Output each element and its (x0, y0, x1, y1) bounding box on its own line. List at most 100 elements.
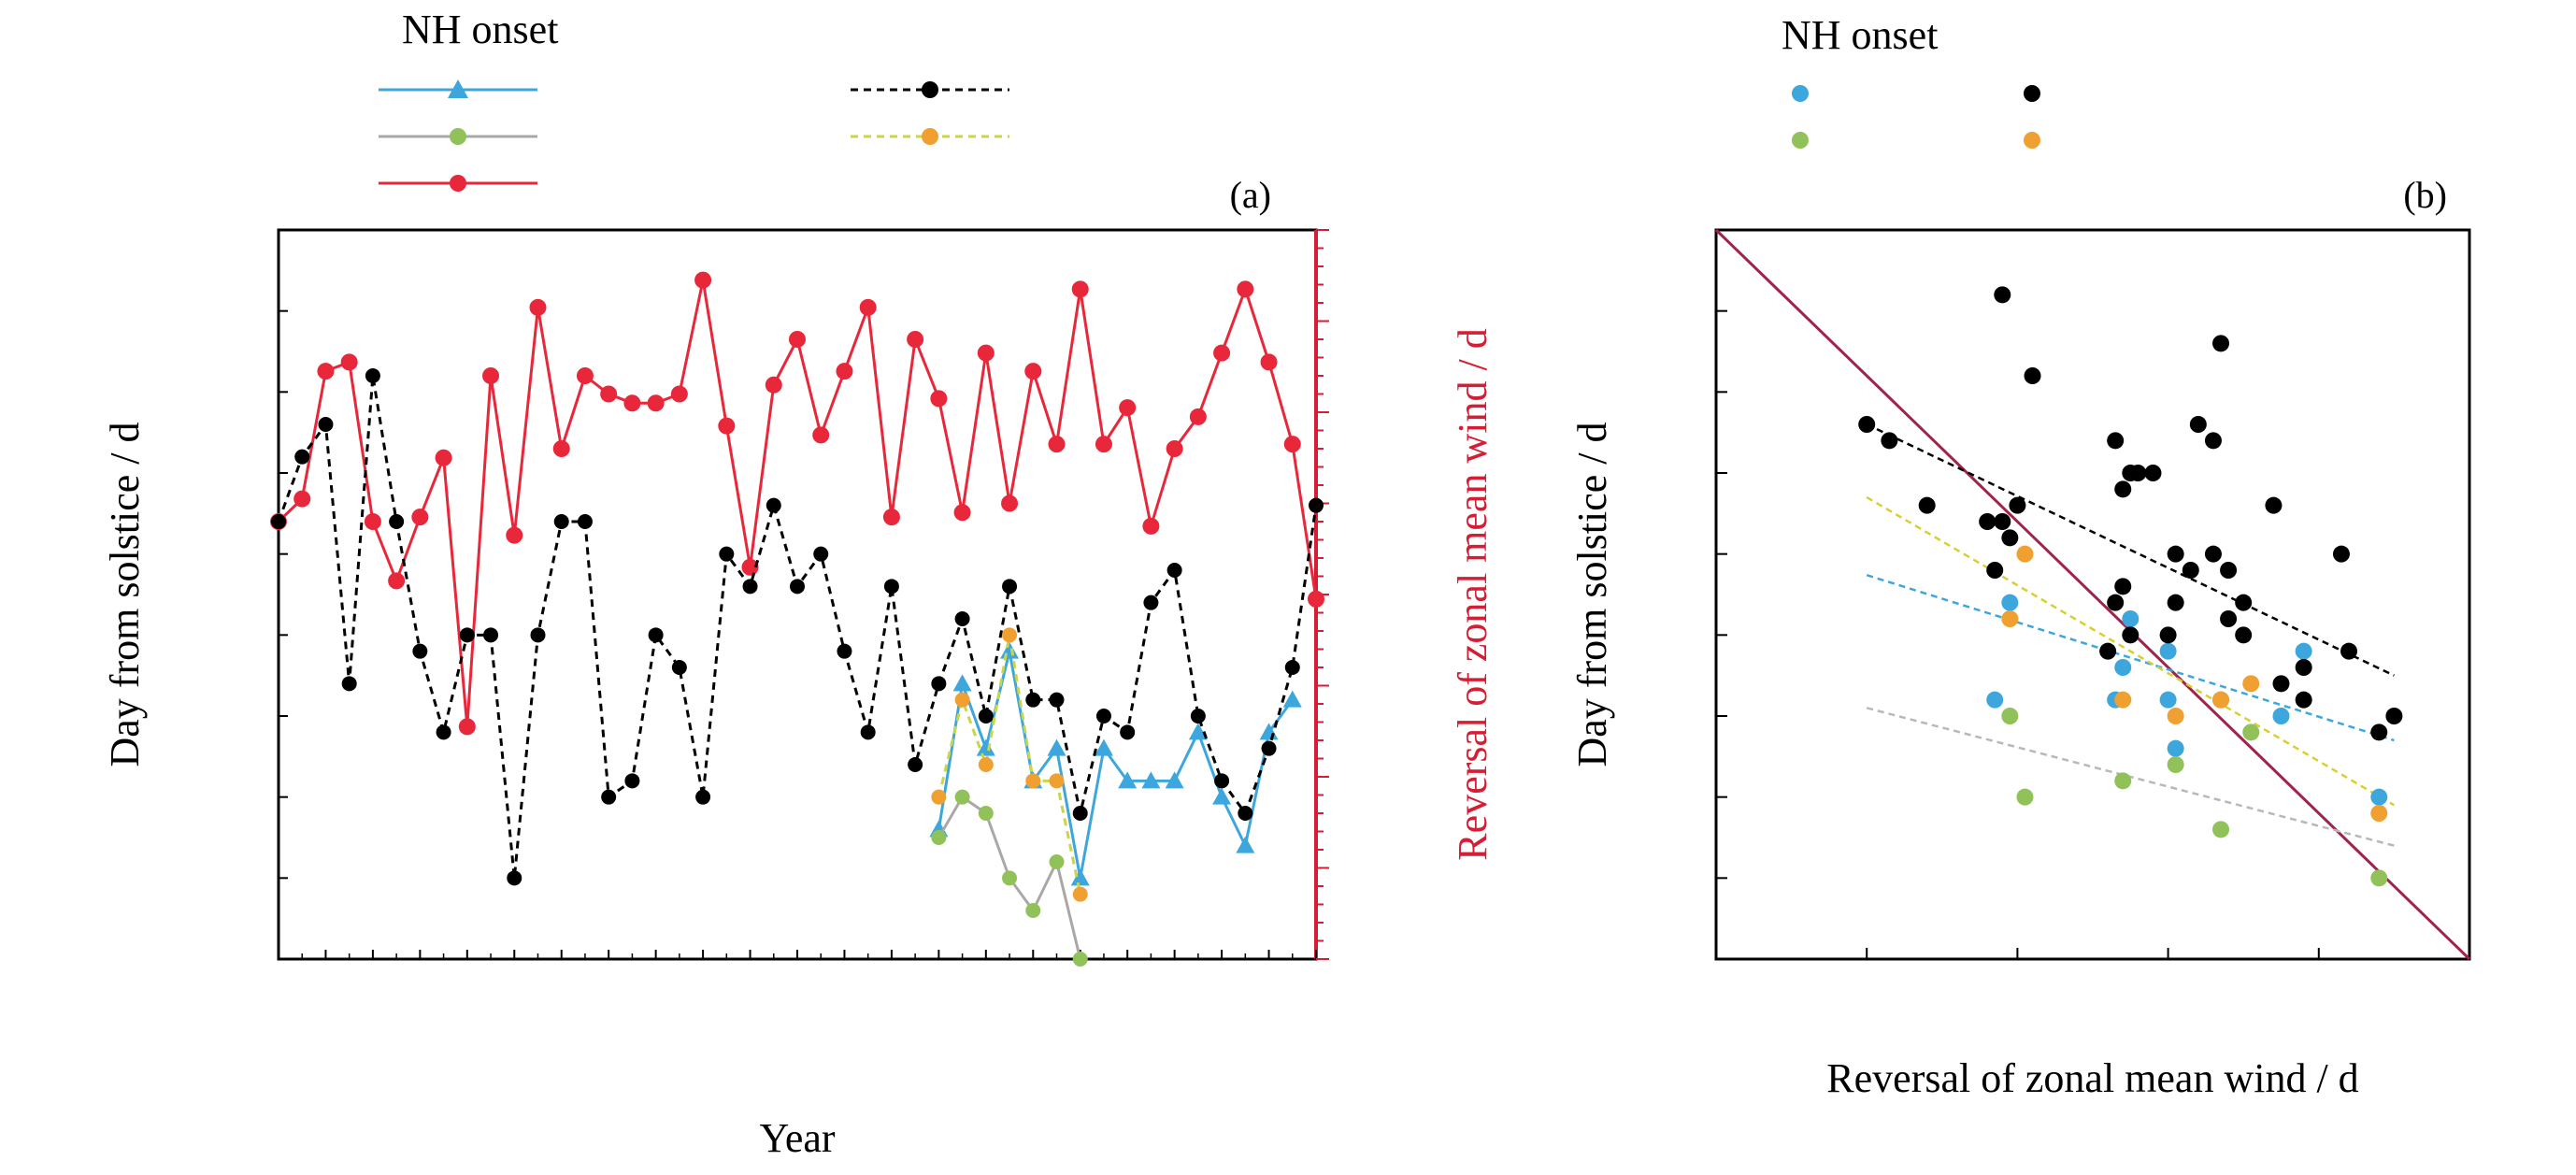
point-u-1996 (670, 385, 688, 403)
point-iwc-4 (1986, 562, 2004, 579)
point-sofie-2008 (954, 789, 970, 805)
point-cips-2012 (1049, 773, 1065, 789)
point-iwc-35 (2385, 708, 2403, 724)
point-iwc-29 (2272, 675, 2290, 693)
point-iwc-19 (2182, 562, 2199, 579)
point-u-1982 (340, 353, 358, 371)
panel-a-x-axis (278, 950, 1317, 959)
point-u-1988 (482, 367, 500, 384)
point-iwc-15 (2144, 465, 2162, 481)
fit-line-freq (1866, 574, 2395, 742)
point-iwc-1991 (553, 514, 569, 529)
point-freq-2010 (1000, 641, 1020, 659)
point-u-1993 (600, 385, 618, 403)
point-iwc-1994 (624, 773, 640, 789)
point-sofie-2007 (931, 830, 947, 845)
point-iwc-2003 (837, 643, 852, 659)
point-cips-2011 (1025, 773, 1041, 789)
point-iwc-32 (2332, 545, 2350, 563)
point-freq-2009 (976, 738, 995, 756)
legend-marker-freq (1792, 85, 1809, 102)
point-iwc-2019 (1214, 773, 1230, 789)
point-freq-2013 (1070, 868, 1090, 886)
point-iwc-37 (2122, 465, 2140, 481)
point-u-2018 (1189, 408, 1207, 425)
point-iwc-34 (2370, 724, 2388, 741)
point-iwc-1987 (459, 627, 475, 643)
point-iwc-28 (2265, 496, 2283, 514)
point-u-1987 (458, 718, 476, 736)
panel-b-legend: NH onset (1782, 12, 2040, 149)
point-iwc-5 (1994, 513, 2011, 530)
point-iwc-1983 (365, 368, 380, 383)
point-sofie-2010 (1002, 870, 1018, 886)
point-u-2022 (1283, 436, 1301, 453)
panel-b-xlabel: Reversal of zonal mean wind / d (1826, 1055, 2358, 1101)
point-iwc-2013 (1072, 806, 1088, 821)
point-freq-2012 (1047, 738, 1066, 756)
point-u-2003 (836, 363, 853, 380)
panel-a-legend-title: NH onset (402, 7, 558, 52)
point-iwc-6 (2001, 529, 2019, 547)
point-freq-5 (2159, 642, 2177, 660)
point-sofie-1 (2016, 788, 2034, 806)
point-cips-2009 (978, 757, 994, 772)
point-u-2016 (1142, 517, 1160, 535)
point-iwc-2002 (813, 546, 829, 562)
point-u-1997 (694, 271, 712, 289)
point-u-2006 (907, 331, 924, 348)
point-u-2000 (765, 376, 782, 394)
series-line-freq (937, 651, 1294, 879)
point-sofie-4 (2212, 821, 2230, 838)
point-u-2020 (1237, 280, 1254, 298)
point-iwc-1980 (294, 449, 310, 465)
point-u-1992 (576, 367, 594, 384)
point-iwc-20 (2189, 416, 2207, 433)
point-cips-2013 (1072, 886, 1088, 902)
point-iwc-1996 (671, 660, 687, 675)
series-line-iwc (277, 375, 1318, 879)
point-u-2011 (1024, 363, 1042, 380)
point-iwc-2014 (1095, 709, 1111, 724)
point-iwc-2006 (908, 757, 923, 772)
point-iwc-2023 (1309, 497, 1324, 513)
legend-marker-iwc (2024, 85, 2040, 102)
point-u-2002 (812, 426, 830, 444)
point-sofie-6 (2370, 869, 2388, 887)
point-cips-0 (2016, 545, 2034, 563)
point-iwc-2022 (1284, 660, 1300, 675)
panel-a-legend: NH onset (379, 7, 1009, 192)
point-freq-10 (2295, 642, 2312, 660)
point-iwc-2001 (790, 579, 805, 595)
point-iwc-10 (2099, 642, 2117, 660)
point-u-2019 (1213, 344, 1231, 362)
point-sofie-0 (2001, 708, 2019, 724)
point-u-1984 (388, 572, 406, 590)
point-freq-2017 (1165, 771, 1184, 789)
legend-marker-sofie (1792, 132, 1809, 149)
point-u-2008 (953, 504, 971, 522)
point-iwc-1981 (318, 417, 334, 432)
panel-a-ylabel: Day from solstice / d (102, 422, 148, 767)
point-freq-2019 (1212, 787, 1232, 805)
point-sofie-5 (2242, 724, 2260, 741)
point-u-2001 (789, 331, 806, 348)
point-iwc-1989 (507, 870, 522, 886)
fit-line-iwc (1866, 423, 2395, 677)
point-iwc-1997 (695, 789, 711, 805)
point-iwc-2015 (1120, 724, 1136, 740)
point-u-1983 (364, 513, 381, 530)
point-sofie-3 (2167, 756, 2184, 773)
point-freq-3 (2114, 659, 2132, 676)
point-iwc-38 (2107, 594, 2125, 611)
point-iwc-17 (2167, 545, 2184, 563)
panel-b-ylabel: Day from solstice / d (1569, 422, 1615, 767)
point-freq-2015 (1118, 771, 1138, 789)
point-freq-2022 (1282, 690, 1302, 708)
point-cips-5 (2242, 675, 2260, 693)
point-iwc-33 (2340, 642, 2358, 660)
point-freq-7 (2167, 739, 2184, 757)
point-u-2009 (977, 344, 995, 362)
